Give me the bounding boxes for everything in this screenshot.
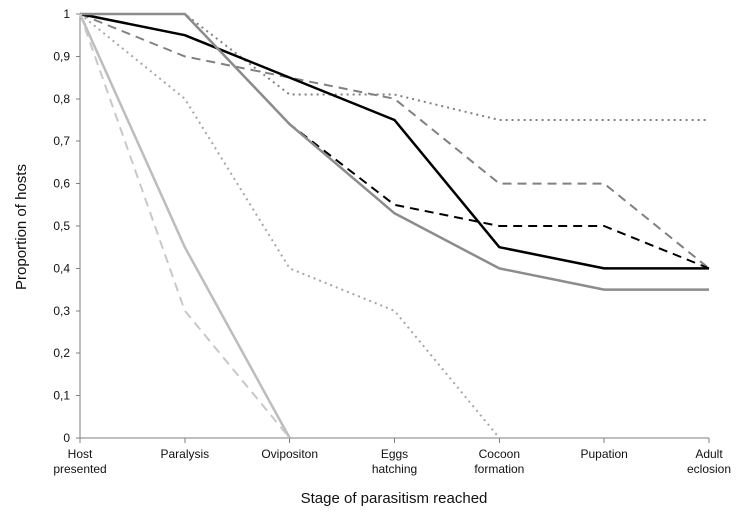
series-line-5 — [80, 12, 709, 291]
x-tick-label: Adult eclosion — [687, 447, 731, 476]
x-tick-label: Cocoon formation — [474, 447, 524, 476]
y-tick-label: 0,6 — [53, 177, 70, 191]
series-line-8 — [79, 13, 291, 439]
x-axis-title: Stage of parasitism reached — [301, 490, 488, 507]
y-tick-label: 0,8 — [53, 92, 70, 106]
series-group — [78, 12, 710, 439]
y-tick-label: 0,7 — [53, 134, 70, 148]
y-tick-label: 0,4 — [53, 261, 70, 275]
x-tick-label: Paralysis — [160, 447, 209, 461]
y-axis-title: Proportion of hosts — [13, 164, 30, 290]
series-line-7 — [78, 13, 291, 439]
y-tick-label: 0 — [63, 431, 70, 445]
series-line-1 — [80, 13, 709, 121]
y-tick-label: 1 — [63, 7, 70, 21]
y-tick-label: 0,9 — [53, 49, 70, 63]
series-line-3 — [79, 12, 709, 270]
x-tick-label: Pupation — [580, 447, 627, 461]
y-tick-label: 0,5 — [53, 219, 70, 233]
y-tick-label: 0,3 — [53, 304, 70, 318]
series-line-4 — [80, 13, 710, 270]
x-tick-label: Eggs hatching — [372, 447, 417, 476]
axes-group: 0 0,1 0,2 0,3 0,4 0,5 0,6 0,7 0,8 0,9 1 Host present… — [53, 7, 731, 476]
x-tick-label: Ovipositon — [261, 447, 318, 461]
series-line-2 — [79, 13, 710, 270]
y-tick-label: 0,1 — [53, 389, 70, 403]
y-tick-label: 0,2 — [53, 346, 70, 360]
x-tick-label: Host presented — [53, 447, 106, 476]
